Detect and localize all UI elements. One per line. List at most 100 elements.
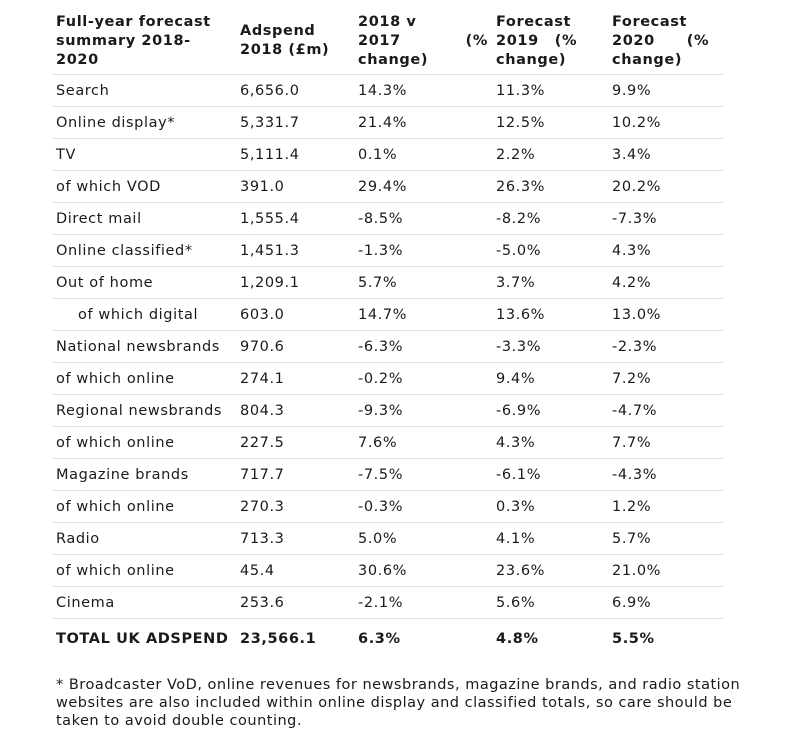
forecast-2019-cell: 9.4% — [492, 362, 608, 395]
adspend-cell: 970.6 — [236, 330, 354, 363]
change-2018-cell: -7.5% — [354, 458, 492, 491]
total-row: TOTAL UK ADSPEND 23,566.1 6.3% 4.8% 5.5% — [52, 619, 724, 660]
adspend-cell: 391.0 — [236, 170, 354, 203]
change-2018-cell: -8.5% — [354, 202, 492, 235]
forecast-2019-cell: 2.2% — [492, 138, 608, 171]
forecast-2019-cell: 3.7% — [492, 266, 608, 299]
forecast-2020-cell: 7.2% — [608, 362, 724, 395]
adspend-cell: 5,111.4 — [236, 138, 354, 171]
table-row: of which online 45.4 30.6% 23.6% 21.0% — [52, 554, 724, 587]
change-2018-cell: 21.4% — [354, 106, 492, 139]
forecast-2019-cell: 4.3% — [492, 426, 608, 459]
forecast-2019-cell: 23.6% — [492, 554, 608, 587]
header-change-2018: 2018 v 2017 (% change) — [354, 8, 492, 75]
change-2018-cell: -2.1% — [354, 586, 492, 619]
header-forecast-2020: Forecast 2020 (% change) — [608, 8, 724, 75]
forecast-2019-cell: 26.3% — [492, 170, 608, 203]
table-row: of which online 270.3 -0.3% 0.3% 1.2% — [52, 490, 724, 523]
forecast-2020-cell: 1.2% — [608, 490, 724, 523]
change-2018-cell: -9.3% — [354, 394, 492, 427]
row-label: Radio — [52, 522, 236, 555]
row-label: Cinema — [52, 586, 236, 619]
change-2018-cell: -1.3% — [354, 234, 492, 267]
table-row: National newsbrands 970.6 -6.3% -3.3% -2… — [52, 330, 724, 363]
total-change-2018: 6.3% — [358, 630, 401, 647]
table-row: of which VOD 391.0 29.4% 26.3% 20.2% — [52, 170, 724, 203]
forecast-2020-cell: 21.0% — [608, 554, 724, 587]
change-2018-cell: -0.3% — [354, 490, 492, 523]
change-2018-cell: 30.6% — [354, 554, 492, 587]
forecast-2019-cell: 4.1% — [492, 522, 608, 555]
forecast-2020-cell: 4.2% — [608, 266, 724, 299]
adspend-cell: 717.7 — [236, 458, 354, 491]
table-row: Online display* 5,331.7 21.4% 12.5% 10.2… — [52, 106, 724, 139]
forecast-2020-cell: -4.7% — [608, 394, 724, 427]
row-label: of which online — [52, 554, 236, 587]
row-label: Regional newsbrands — [52, 394, 236, 427]
forecast-2019-cell: -6.1% — [492, 458, 608, 491]
adspend-cell: 274.1 — [236, 362, 354, 395]
adspend-cell: 603.0 — [236, 298, 354, 331]
header-adspend: Adspend 2018 (£m) — [236, 8, 354, 75]
footnote: * Broadcaster VoD, online revenues for n… — [56, 677, 741, 729]
forecast-2020-cell: 20.2% — [608, 170, 724, 203]
table-row: Cinema 253.6 -2.1% 5.6% 6.9% — [52, 586, 724, 619]
header-row: Full-year forecast summary 2018-2020 Ads… — [52, 8, 724, 75]
change-2018-cell: 29.4% — [354, 170, 492, 203]
table-header: Full-year forecast summary 2018-2020 Ads… — [52, 8, 724, 75]
table-row: Magazine brands 717.7 -7.5% -6.1% -4.3% — [52, 458, 724, 491]
adspend-cell: 253.6 — [236, 586, 354, 619]
adspend-cell: 5,331.7 — [236, 106, 354, 139]
change-2018-cell: -6.3% — [354, 330, 492, 363]
header-forecast-2019: Forecast 2019 (% change) — [492, 8, 608, 75]
row-label: TV — [52, 138, 236, 171]
forecast-2020-cell: 10.2% — [608, 106, 724, 139]
row-label: Online classified* — [52, 234, 236, 267]
forecast-2019-cell: -6.9% — [492, 394, 608, 427]
forecast-2020-cell: -4.3% — [608, 458, 724, 491]
adspend-cell: 270.3 — [236, 490, 354, 523]
adspend-cell: 227.5 — [236, 426, 354, 459]
row-label: of which online — [52, 490, 236, 523]
table-row: of which digital 603.0 14.7% 13.6% 13.0% — [52, 298, 724, 331]
row-label: Online display* — [52, 106, 236, 139]
total-label: TOTAL UK ADSPEND — [56, 630, 229, 647]
table-row: of which online 274.1 -0.2% 9.4% 7.2% — [52, 362, 724, 395]
adspend-cell: 804.3 — [236, 394, 354, 427]
row-label: of which online — [52, 426, 236, 459]
total-adspend: 23,566.1 — [240, 630, 317, 647]
table-row: Online classified* 1,451.3 -1.3% -5.0% 4… — [52, 234, 724, 267]
total-forecast-2019: 4.8% — [496, 630, 539, 647]
forecast-2019-cell: 13.6% — [492, 298, 608, 331]
adspend-cell: 6,656.0 — [236, 74, 354, 107]
change-2018-cell: 5.7% — [354, 266, 492, 299]
forecast-2020-cell: 7.7% — [608, 426, 724, 459]
forecast-2019-cell: 12.5% — [492, 106, 608, 139]
total-forecast-2020: 5.5% — [612, 630, 655, 647]
header-category: Full-year forecast summary 2018-2020 — [52, 8, 236, 75]
table-row: TV 5,111.4 0.1% 2.2% 3.4% — [52, 138, 724, 171]
table-row: Regional newsbrands 804.3 -9.3% -6.9% -4… — [52, 394, 724, 427]
forecast-2020-cell: -7.3% — [608, 202, 724, 235]
table-row: Direct mail 1,555.4 -8.5% -8.2% -7.3% — [52, 202, 724, 235]
change-2018-cell: 14.3% — [354, 74, 492, 107]
forecast-2020-cell: 4.3% — [608, 234, 724, 267]
row-label: National newsbrands — [52, 330, 236, 363]
change-2018-cell: 5.0% — [354, 522, 492, 555]
table-body: Search 6,656.0 14.3% 11.3% 9.9% Online d… — [52, 74, 724, 660]
forecast-table: Full-year forecast summary 2018-2020 Ads… — [52, 8, 724, 659]
row-label: of which VOD — [52, 170, 236, 203]
row-label: of which digital — [52, 298, 236, 331]
change-2018-cell: 14.7% — [354, 298, 492, 331]
table-row: Search 6,656.0 14.3% 11.3% 9.9% — [52, 74, 724, 107]
row-label: of which online — [52, 362, 236, 395]
table-row: of which online 227.5 7.6% 4.3% 7.7% — [52, 426, 724, 459]
forecast-2019-cell: 0.3% — [492, 490, 608, 523]
forecast-2019-cell: -3.3% — [492, 330, 608, 363]
table-row: Radio 713.3 5.0% 4.1% 5.7% — [52, 522, 724, 555]
forecast-2019-cell: 5.6% — [492, 586, 608, 619]
row-label: Direct mail — [52, 202, 236, 235]
adspend-cell: 1,209.1 — [236, 266, 354, 299]
adspend-cell: 45.4 — [236, 554, 354, 587]
